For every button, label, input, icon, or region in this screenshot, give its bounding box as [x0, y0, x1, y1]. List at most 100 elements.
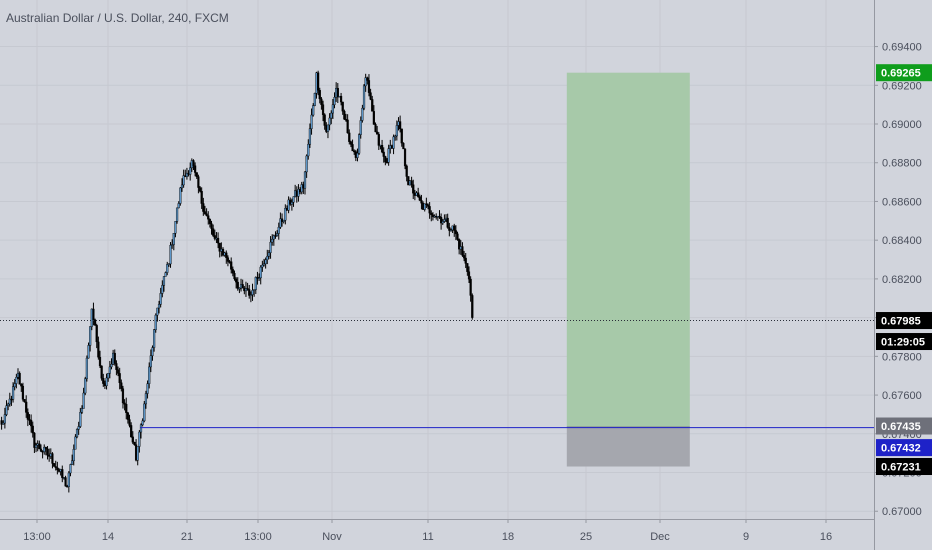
candle — [148, 362, 151, 389]
candle-body — [23, 399, 26, 403]
candle-body — [136, 446, 139, 461]
time-tick-label: 18 — [502, 531, 514, 543]
candle-body — [138, 431, 141, 447]
stop-zone[interactable] — [566, 427, 690, 467]
candle-body — [469, 278, 472, 296]
candle — [157, 300, 161, 314]
time-tick-label: 13:00 — [244, 531, 272, 543]
candle-body — [310, 114, 313, 129]
candle-body — [169, 245, 172, 265]
candle-body — [39, 448, 43, 452]
candle-body — [385, 161, 389, 164]
candle-body — [159, 293, 162, 305]
candle — [269, 236, 272, 259]
candle — [323, 113, 326, 130]
candle-body — [207, 215, 210, 220]
candle — [207, 211, 210, 225]
candle — [464, 252, 467, 269]
candle — [438, 210, 441, 219]
candle-body — [216, 237, 220, 244]
candle-body — [30, 419, 33, 427]
candle — [305, 154, 308, 178]
candle — [371, 95, 374, 112]
candle — [30, 414, 33, 433]
horizontal-lines — [0, 320, 874, 429]
candle — [33, 432, 36, 453]
candle-body — [246, 288, 249, 290]
candle — [366, 76, 369, 85]
countdown-badge-text: 01:29:05 — [881, 337, 925, 349]
candle-body — [238, 287, 241, 290]
candle-body — [192, 160, 195, 166]
candle — [392, 134, 395, 155]
candle-body — [458, 239, 461, 250]
candle-body — [221, 248, 225, 256]
candle — [0, 416, 3, 430]
horizontal-line-badge-bg — [876, 439, 932, 457]
candle — [290, 198, 293, 211]
horizontal-line-badge: 0.67432 — [876, 439, 932, 457]
candle-body — [87, 345, 90, 359]
candle-body — [257, 277, 261, 280]
candle — [426, 203, 430, 210]
candle-body — [26, 412, 29, 420]
candle-body — [185, 172, 189, 177]
candle — [5, 400, 8, 417]
candle-body — [149, 355, 152, 368]
candle-body — [71, 460, 74, 465]
candle-body — [141, 420, 144, 426]
candle — [466, 263, 469, 276]
position-tool[interactable] — [566, 72, 690, 467]
last-price-badge: 0.67985 — [876, 312, 932, 330]
candle-body — [369, 92, 372, 100]
candle — [471, 293, 474, 320]
profit-zone[interactable] — [566, 72, 690, 428]
candle-body — [225, 252, 228, 258]
chart-title: Australian Dollar / U.S. Dollar, 240, FX… — [6, 11, 229, 25]
candle — [126, 411, 129, 424]
candle — [453, 223, 456, 237]
candle-body — [230, 261, 233, 270]
candle — [56, 461, 59, 475]
candle — [400, 128, 403, 147]
candle-body — [10, 398, 13, 401]
candle-body — [64, 477, 67, 487]
candle — [348, 129, 351, 145]
candle — [226, 255, 230, 267]
candle-body — [110, 363, 113, 368]
candle — [92, 302, 95, 326]
candle — [18, 371, 21, 385]
candle — [284, 204, 287, 225]
candle-body — [259, 266, 262, 279]
candle — [346, 114, 349, 134]
candle-body — [7, 403, 10, 406]
candle-body — [43, 446, 46, 452]
candle-body — [358, 134, 361, 154]
candle-body — [359, 120, 362, 135]
candle — [321, 100, 325, 122]
candle-body — [467, 271, 471, 280]
candle — [372, 105, 375, 125]
candle — [254, 276, 257, 295]
candle-body — [331, 104, 334, 114]
candle — [257, 273, 261, 282]
candle-body — [195, 172, 198, 177]
candle-body — [425, 203, 428, 205]
candle-body — [174, 221, 177, 234]
candle — [336, 83, 339, 103]
target-price-badge-bg — [876, 64, 932, 82]
candle — [80, 405, 84, 414]
candle-body — [77, 426, 80, 430]
last-price-badge-text: 0.67985 — [881, 316, 921, 328]
candle-body — [33, 432, 36, 448]
candle-body — [213, 235, 216, 239]
candle-body — [454, 230, 457, 235]
candle-body — [84, 378, 87, 394]
candle-body — [448, 227, 451, 231]
candle-body — [236, 281, 239, 289]
candle-body — [166, 264, 169, 273]
candle — [369, 88, 372, 101]
candle-body — [46, 448, 49, 456]
candle-body — [97, 341, 100, 358]
